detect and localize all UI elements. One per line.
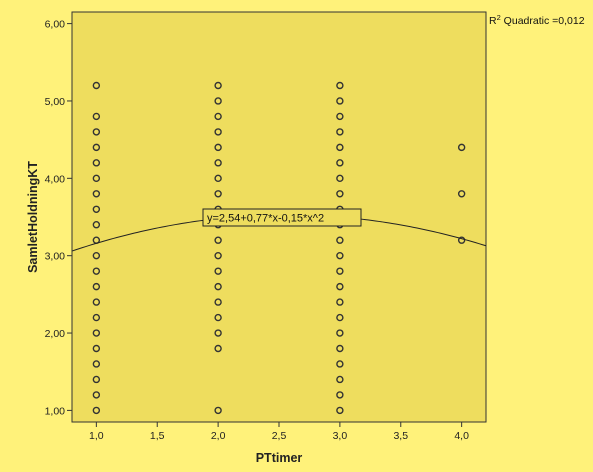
r2-label: R2 Quadratic =0,012	[489, 13, 585, 28]
data-point	[214, 159, 222, 167]
data-point	[92, 112, 101, 121]
data-point	[214, 406, 222, 415]
data-point	[457, 236, 466, 244]
data-points	[92, 81, 466, 415]
fit-equation-label: y=2,54+0,77*x-0,15*x^2	[202, 208, 362, 227]
data-point	[336, 360, 344, 368]
data-point	[336, 267, 344, 275]
y-axis: 1,00 2,00 3,00 4,00 5,00 6,00	[45, 19, 72, 417]
data-point	[92, 221, 101, 229]
y-tick-label: 5,00	[45, 96, 66, 108]
data-point	[92, 128, 101, 136]
x-tick-label: 4,0	[454, 430, 469, 442]
data-point	[336, 329, 344, 337]
y-axis-title: SamletHoldningKT	[26, 161, 40, 273]
fit-equation-box	[202, 208, 362, 227]
data-point	[92, 205, 101, 213]
x-axis: 1,0 1,5 2,0 2,5 3,0 3,5 4,0	[89, 422, 469, 442]
r2-label-superscript: 2	[497, 13, 501, 22]
data-point	[336, 298, 344, 306]
data-point	[336, 112, 344, 121]
data-point	[336, 128, 344, 136]
data-point	[336, 313, 344, 322]
data-point	[457, 143, 466, 152]
data-point	[336, 406, 344, 415]
data-point	[336, 97, 344, 105]
data-point	[214, 81, 222, 90]
data-point	[336, 159, 344, 167]
data-point	[92, 190, 101, 198]
data-point	[92, 282, 101, 291]
data-point	[214, 112, 222, 121]
y-tick-label: 1,00	[45, 405, 66, 417]
x-tick-label: 3,0	[333, 430, 348, 442]
data-point	[336, 375, 344, 384]
data-point	[336, 190, 344, 198]
data-point	[336, 81, 344, 90]
data-point	[92, 375, 101, 384]
data-point	[214, 313, 222, 322]
data-point	[92, 391, 101, 399]
y-tick-label: 2,00	[45, 328, 66, 340]
data-point	[92, 344, 101, 353]
fit-equation-text: y=2,54+0,77*x-0,15*x^2	[207, 213, 324, 225]
data-point	[214, 128, 222, 136]
y-tick-label: 6,00	[45, 19, 66, 31]
x-tick-label: 2,5	[272, 430, 287, 442]
data-point	[92, 360, 101, 368]
data-point	[336, 143, 344, 152]
x-tick-label: 1,0	[89, 430, 104, 442]
r2-label-r: R	[489, 15, 497, 27]
data-point	[214, 236, 222, 244]
data-point	[92, 251, 101, 260]
data-point	[457, 190, 466, 198]
data-point	[92, 406, 101, 415]
x-tick-label: 2,0	[211, 430, 226, 442]
data-point	[92, 267, 101, 275]
y-tick-label: 4,00	[45, 173, 66, 185]
data-point	[336, 282, 344, 291]
data-point	[92, 329, 101, 337]
data-point	[336, 391, 344, 399]
data-point	[92, 298, 101, 306]
x-axis-title: PTtimer	[256, 451, 303, 465]
x-tick-label: 1,5	[150, 430, 165, 442]
data-point	[92, 159, 101, 167]
data-point	[214, 344, 222, 353]
data-point	[214, 190, 222, 198]
data-point	[336, 344, 344, 353]
y-tick-label: 3,00	[45, 251, 66, 263]
data-point	[92, 313, 101, 322]
data-point	[336, 251, 344, 260]
data-point	[92, 81, 101, 90]
r2-label-rest: Quadratic =0,012	[501, 15, 585, 27]
data-point	[336, 174, 344, 183]
data-point	[92, 174, 101, 183]
x-tick-label: 3,5	[393, 430, 408, 442]
data-point	[214, 267, 222, 275]
data-point	[214, 97, 222, 105]
data-point	[214, 143, 222, 152]
data-point	[214, 329, 222, 337]
data-point	[214, 174, 222, 183]
data-point	[92, 143, 101, 152]
data-point	[214, 251, 222, 260]
data-point	[214, 298, 222, 306]
data-point	[214, 282, 222, 291]
data-point	[336, 236, 344, 244]
